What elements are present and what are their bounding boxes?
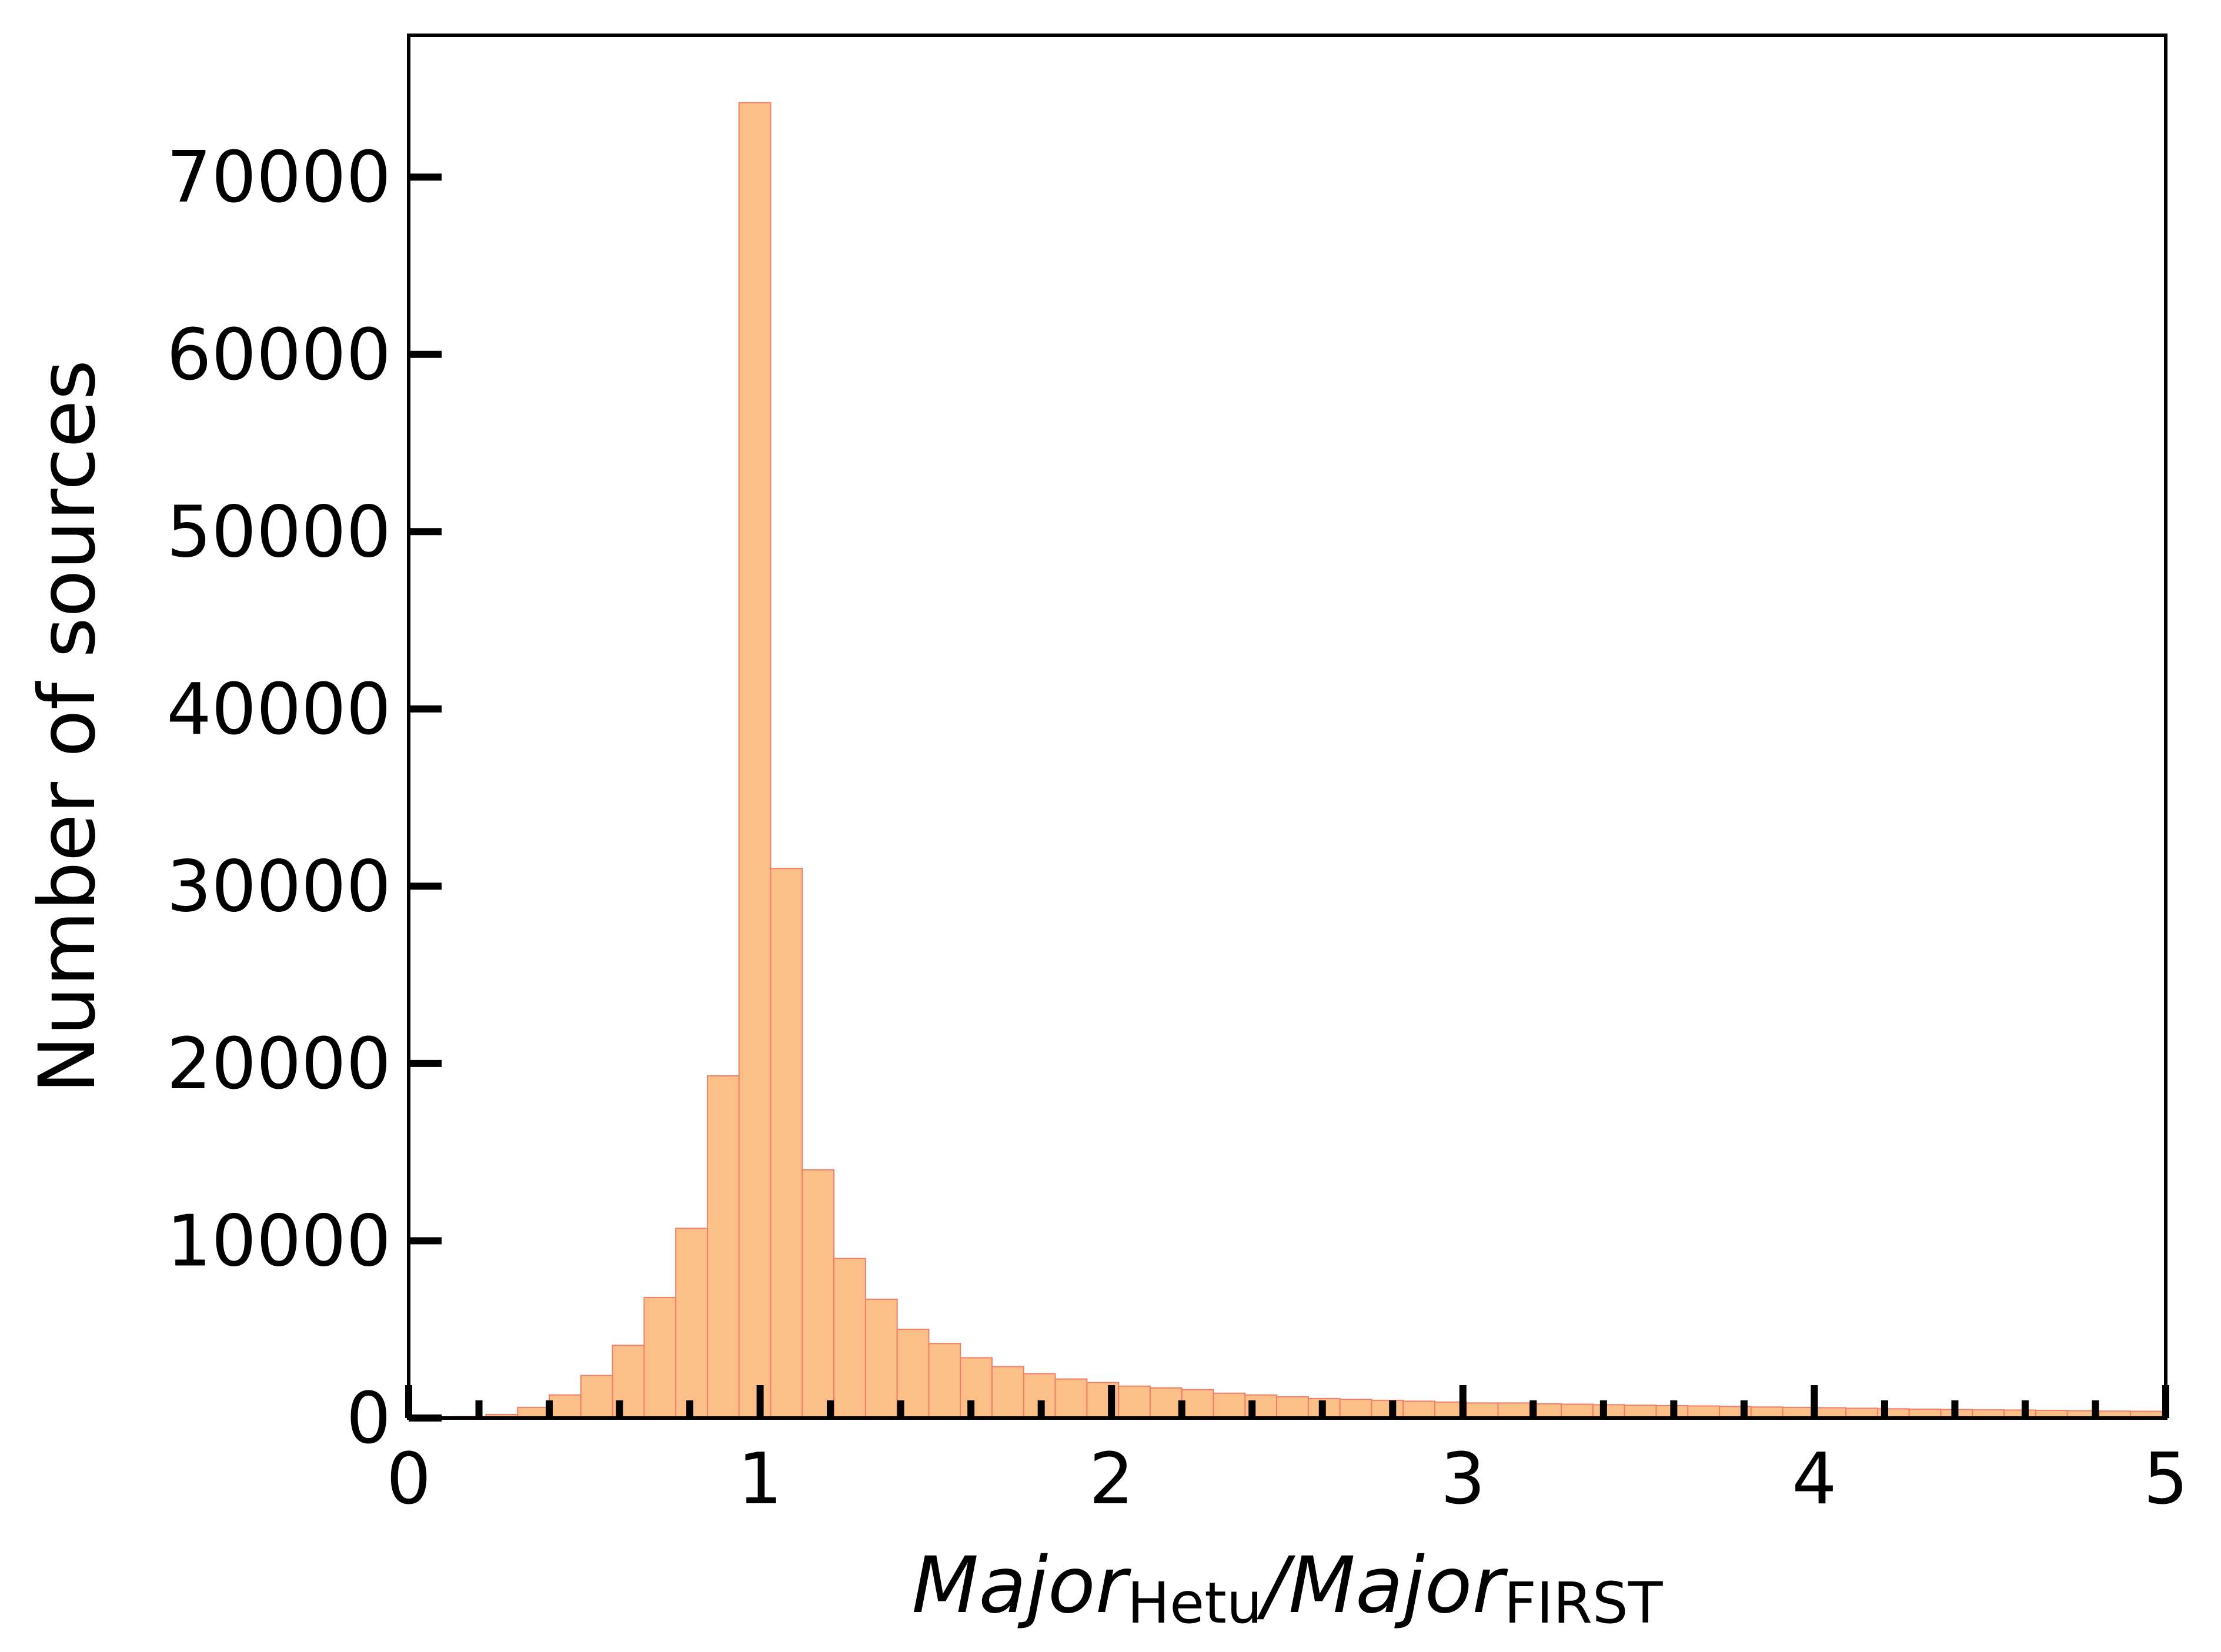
histogram-bar: [1339, 1399, 1372, 1419]
histogram-bar: [1624, 1404, 1657, 1419]
histogram-bar: [928, 1343, 961, 1419]
y-tick-label: 10000: [166, 1200, 391, 1282]
histogram-bar: [675, 1228, 708, 1419]
x-label-main-2: Major: [1288, 1540, 1508, 1631]
histogram-bar: [1687, 1405, 1721, 1419]
histogram-bar: [706, 1075, 740, 1419]
axis-ticks: [405, 173, 2169, 1422]
histogram-bar: [738, 102, 771, 1419]
histogram-bar: [864, 1298, 898, 1419]
x-tick-label: 0: [386, 1439, 431, 1520]
histogram-bar: [991, 1366, 1024, 1419]
x-tick-label: 3: [1441, 1439, 1485, 1520]
x-tick-label: 1: [737, 1439, 782, 1520]
histogram-bar: [960, 1357, 993, 1419]
x-tick-label: 2: [1089, 1439, 1134, 1520]
y-tick-label: 20000: [166, 1024, 391, 1105]
histogram-bar: [1371, 1399, 1404, 1419]
histogram-bar: [549, 1394, 582, 1419]
histogram-bar: [833, 1258, 866, 1419]
histogram-bars: [453, 102, 2163, 1419]
histogram-bar: [1149, 1387, 1183, 1419]
y-tick-label: 60000: [166, 315, 391, 396]
tick-labels: 0 1 2 3 4 5 0 10000 20000 30000 40000 50000 60000 700…: [166, 137, 2188, 1520]
histogram-bar: [1181, 1389, 1214, 1419]
x-label-sub-1: Hetu: [1127, 1570, 1263, 1636]
y-axis-label: Number of sources: [22, 360, 113, 1094]
y-tick-label: 50000: [166, 491, 391, 573]
histogram-bar: [580, 1375, 613, 1419]
y-tick-label: 40000: [166, 669, 391, 751]
y-tick-label: 30000: [166, 846, 391, 928]
histogram-bar: [643, 1296, 677, 1419]
histogram-bar: [1054, 1378, 1088, 1419]
histogram-bar: [770, 868, 803, 1419]
x-tick-label: 4: [1792, 1439, 1836, 1520]
x-label-sub-2: FIRST: [1504, 1570, 1663, 1636]
histogram-bar: [1213, 1392, 1246, 1419]
histogram-bar: [1402, 1400, 1435, 1419]
x-label-main-1: Major: [912, 1540, 1132, 1631]
x-axis-label: MajorHetu/MajorFIRST: [912, 1540, 1663, 1636]
histogram-bar: [1276, 1396, 1309, 1419]
histogram-bar: [1497, 1402, 1531, 1419]
histogram-bar: [1592, 1404, 1625, 1419]
y-tick-label: 0: [346, 1378, 391, 1460]
plot-frame: [407, 34, 2167, 1420]
histogram-bar: [1561, 1403, 1594, 1419]
histogram-bar: [1465, 1402, 1499, 1419]
y-tick-label: 70000: [166, 137, 391, 219]
x-tick-label: 5: [2143, 1439, 2188, 1520]
histogram-bar: [801, 1169, 835, 1419]
histogram-bar: [1118, 1385, 1151, 1419]
